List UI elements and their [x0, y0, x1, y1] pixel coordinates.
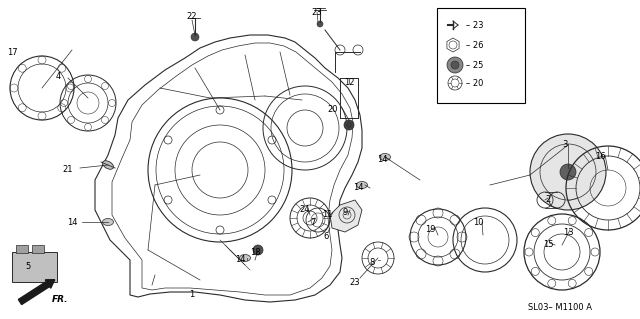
Circle shape — [530, 134, 606, 210]
Text: 1: 1 — [189, 290, 195, 299]
Text: 2: 2 — [545, 195, 550, 204]
Text: – 23: – 23 — [466, 20, 483, 29]
Text: 8: 8 — [369, 258, 374, 267]
Text: 14: 14 — [377, 155, 387, 164]
Bar — [12, 252, 57, 282]
Text: 4: 4 — [56, 72, 61, 81]
Text: – 25: – 25 — [466, 61, 483, 70]
Text: 23: 23 — [312, 8, 323, 17]
Text: – 26: – 26 — [466, 41, 483, 49]
Circle shape — [191, 33, 199, 41]
Text: 12: 12 — [344, 78, 355, 87]
Text: 18: 18 — [250, 248, 260, 257]
Polygon shape — [330, 200, 362, 232]
Circle shape — [447, 57, 463, 73]
Text: 16: 16 — [595, 152, 605, 161]
Ellipse shape — [239, 255, 250, 262]
Circle shape — [253, 245, 263, 255]
Text: 5: 5 — [26, 262, 31, 271]
Text: 9: 9 — [342, 208, 348, 217]
Text: 19: 19 — [425, 225, 435, 234]
Circle shape — [560, 164, 576, 180]
Text: 11: 11 — [322, 210, 332, 219]
Text: 22: 22 — [187, 12, 197, 21]
Ellipse shape — [102, 161, 113, 169]
Text: 20: 20 — [328, 105, 339, 114]
Circle shape — [344, 120, 354, 130]
Text: SL03– M1100 A: SL03– M1100 A — [528, 303, 592, 313]
Text: 17: 17 — [6, 48, 17, 57]
Text: 13: 13 — [563, 228, 573, 237]
Text: 14: 14 — [353, 183, 364, 192]
Circle shape — [347, 123, 351, 127]
Circle shape — [451, 61, 459, 69]
Text: 14: 14 — [67, 218, 77, 227]
Text: 21: 21 — [63, 165, 73, 174]
Text: 23: 23 — [349, 278, 360, 287]
Ellipse shape — [380, 153, 390, 160]
Bar — [32, 245, 44, 253]
Text: 3: 3 — [563, 140, 568, 149]
Text: 24: 24 — [300, 205, 310, 214]
Ellipse shape — [102, 219, 113, 226]
Text: 7: 7 — [310, 218, 316, 227]
Ellipse shape — [356, 182, 367, 189]
Bar — [437, 8, 525, 103]
Text: 15: 15 — [543, 240, 553, 249]
Bar — [16, 245, 28, 253]
Text: 10: 10 — [473, 218, 483, 227]
FancyArrow shape — [19, 280, 55, 305]
Text: 6: 6 — [323, 232, 329, 241]
Text: 14: 14 — [235, 255, 245, 264]
Circle shape — [317, 21, 323, 27]
Text: – 20: – 20 — [466, 78, 483, 87]
Text: FR.: FR. — [52, 295, 68, 305]
